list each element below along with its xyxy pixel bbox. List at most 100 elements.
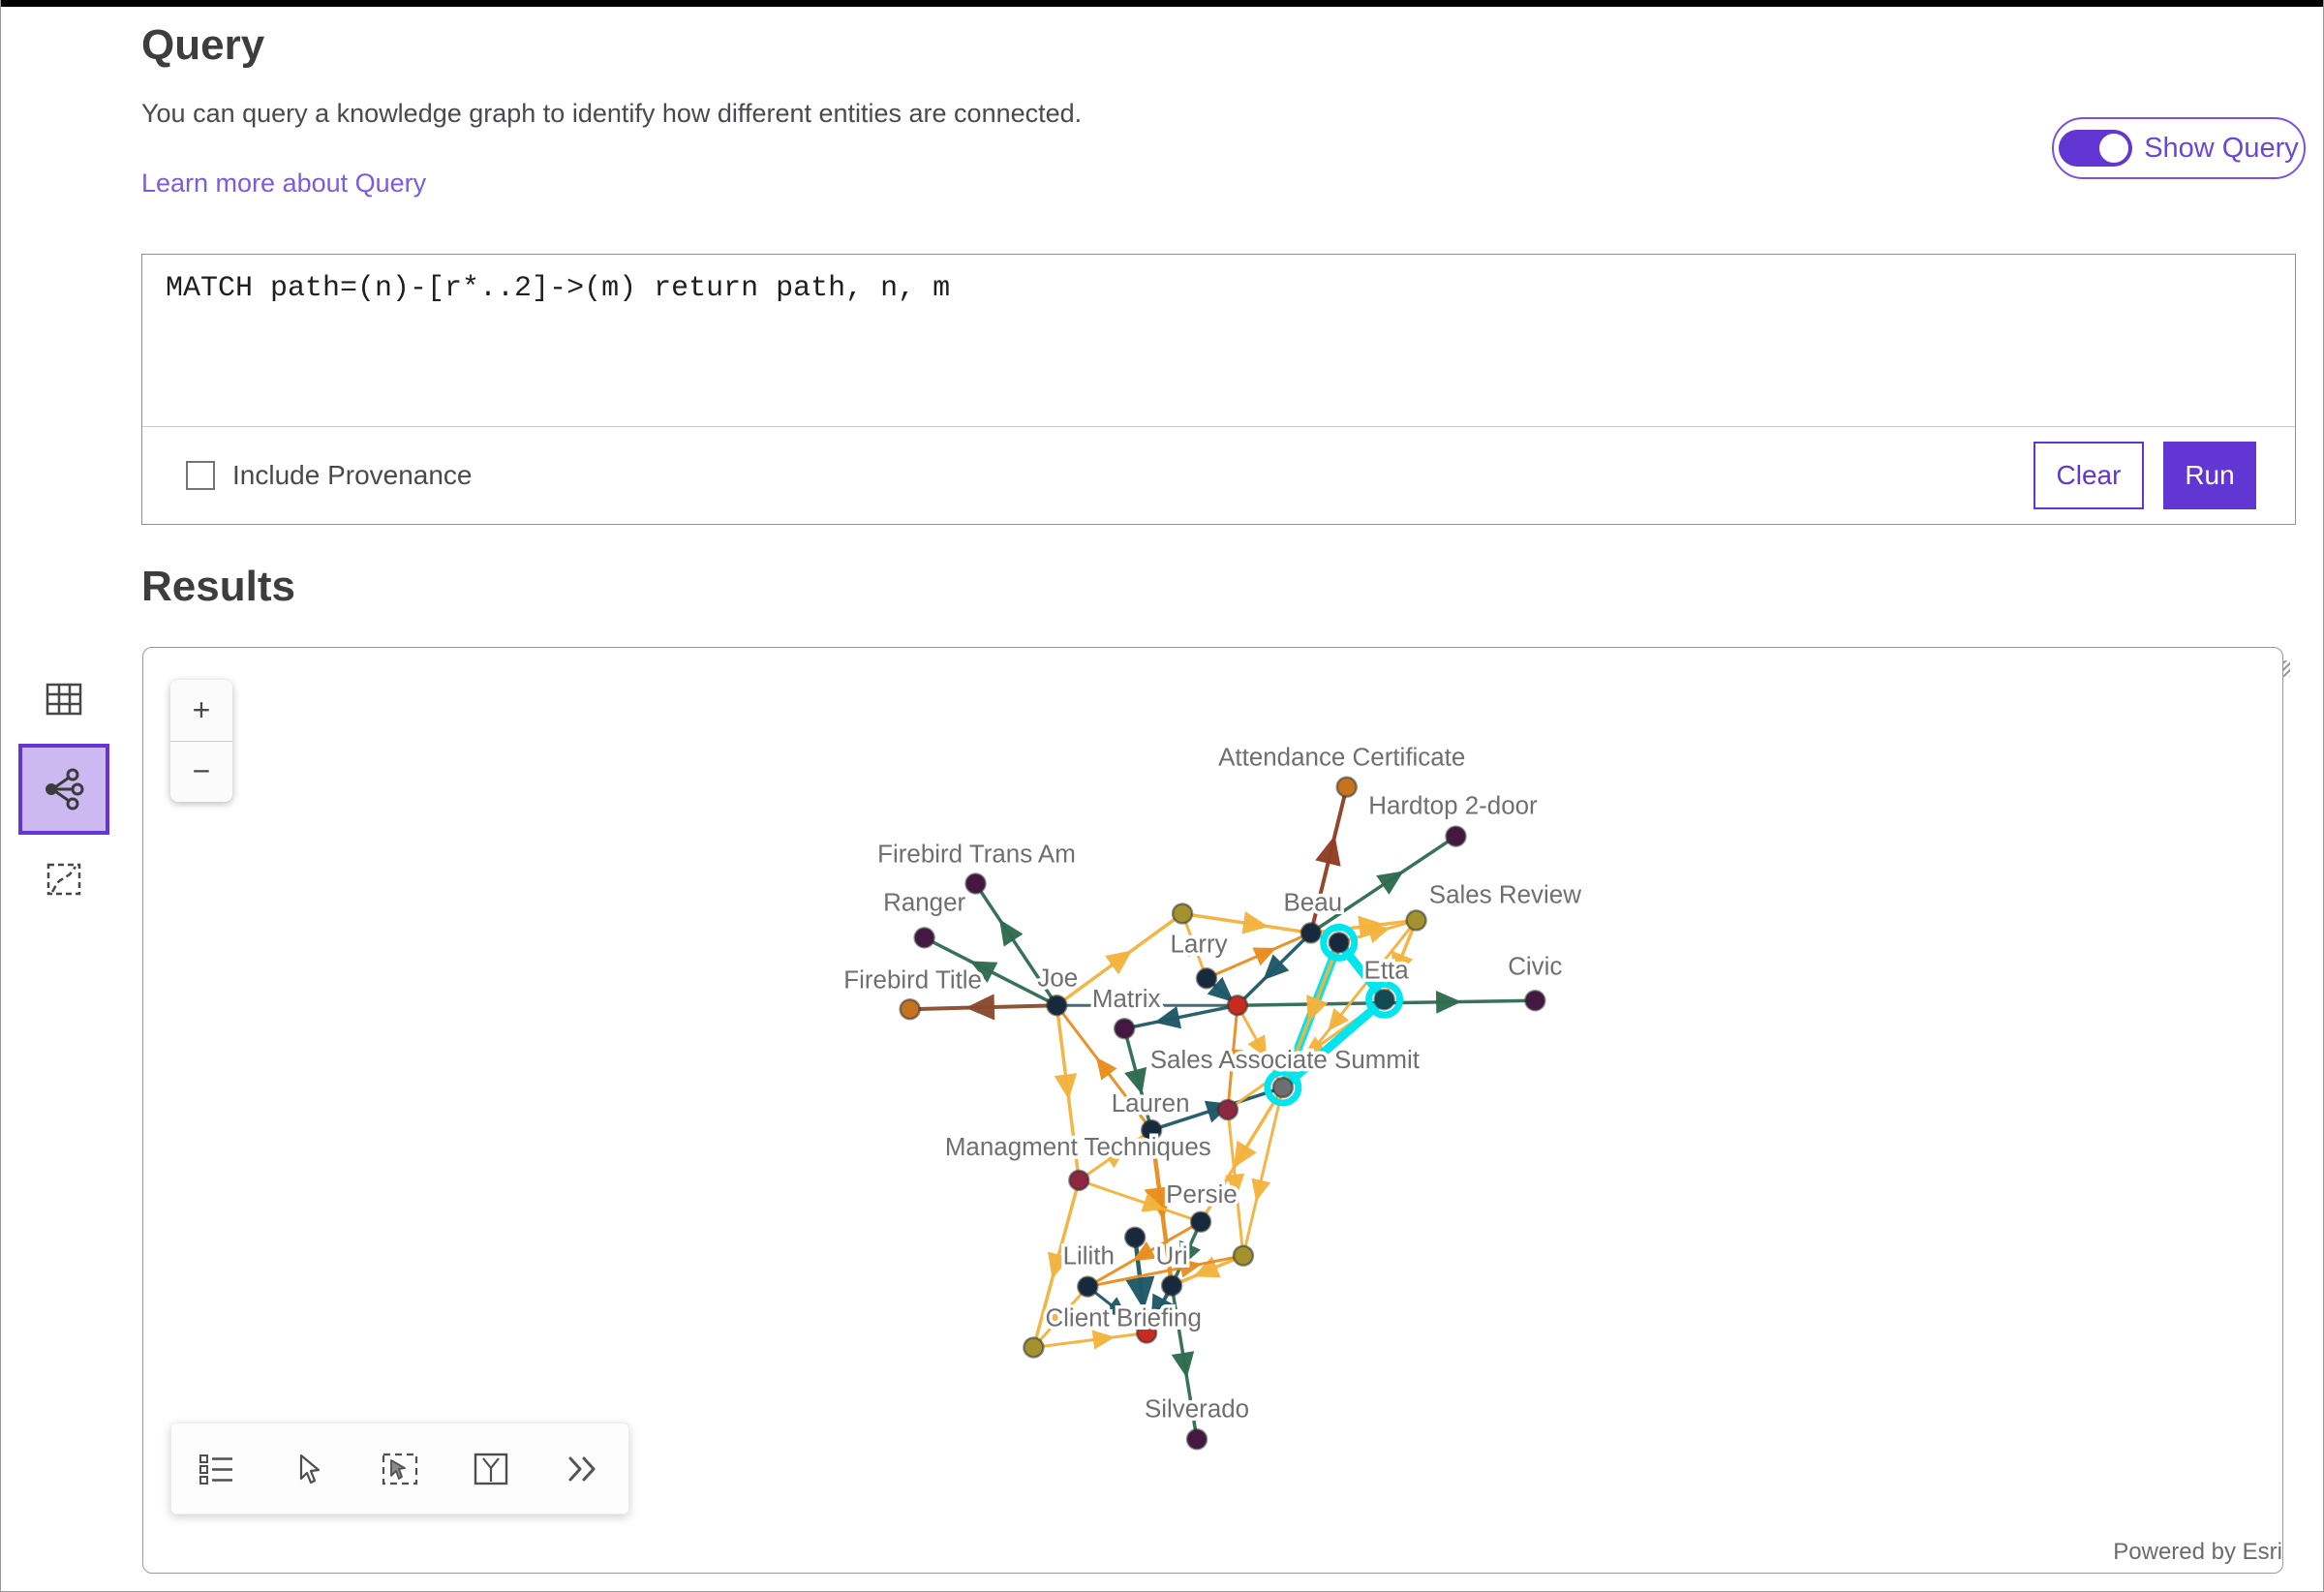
table-icon (46, 683, 82, 716)
more-tools-button[interactable] (554, 1440, 612, 1498)
graph-node-olive1 (1171, 903, 1194, 925)
edge-arrow (1105, 950, 1133, 975)
show-query-toggle[interactable]: Show Query (2052, 117, 2306, 179)
node-label-srev: Sales Review (1429, 881, 1581, 908)
node-label-etta: Etta (1364, 957, 1410, 984)
edge-arrow (1241, 911, 1269, 934)
polygon-select-icon (474, 1453, 508, 1485)
edge-arrow (1141, 1193, 1165, 1212)
graph-node-uri (1160, 1274, 1183, 1297)
node-label-ftam: Firebird Trans Am (877, 842, 1076, 869)
query-footer: Include Provenance Clear Run (142, 426, 2295, 524)
edge-arrow (1376, 871, 1404, 895)
include-provenance-checkbox[interactable] (186, 461, 215, 490)
rectangle-select-icon (382, 1453, 418, 1485)
edge-arrow (1252, 947, 1277, 966)
include-provenance-label: Include Provenance (232, 460, 473, 490)
edge-arrow (1233, 1140, 1257, 1169)
legend-button[interactable] (188, 1440, 246, 1498)
edge-arrow (1306, 995, 1329, 1023)
graph-node-silv (1185, 1428, 1208, 1451)
node-label-joe: Joe (1037, 964, 1078, 992)
graph-node-lilith (1077, 1275, 1099, 1298)
node-label-persie: Persie (1166, 1181, 1238, 1209)
tab-link-chart-view[interactable] (18, 744, 109, 835)
graph-edge (1077, 1179, 1203, 1224)
graph-edge (1281, 918, 1419, 1089)
tab-map-view[interactable] (18, 834, 109, 925)
query-input[interactable]: MATCH path=(n)-[r*..2]->(m) return path,… (142, 255, 2295, 425)
graph-node-red1 (1226, 995, 1249, 1017)
toggle-switch-icon[interactable] (2059, 130, 2133, 167)
edge-arrow (1132, 1241, 1157, 1262)
edge-arrow (1124, 1066, 1147, 1095)
highlight-ring (1365, 980, 1404, 1019)
learn-more-link[interactable]: Learn more about Query (141, 168, 427, 198)
graph-node-persie (1189, 1210, 1212, 1233)
edge-arrow (1251, 1178, 1271, 1202)
select-rectangle-button[interactable] (371, 1440, 429, 1498)
graph-edge (973, 881, 1059, 1007)
legend-icon (199, 1454, 233, 1485)
edge-arrow (969, 961, 998, 983)
pointer-icon (299, 1454, 320, 1484)
select-pointer-button[interactable] (280, 1440, 338, 1498)
edge-arrow (1104, 1297, 1128, 1319)
graph-node-mgmt (1068, 1169, 1090, 1192)
edge-arrow (1095, 1056, 1117, 1081)
node-label-ranger: Ranger (883, 889, 965, 916)
node-label-lauren: Lauren (1112, 1090, 1190, 1117)
edge-arrow (1048, 1306, 1070, 1331)
node-label-larry: Larry (1170, 931, 1227, 958)
graph-node-hardtop (1445, 825, 1467, 847)
node-label-lilith: Lilith (1063, 1243, 1115, 1271)
zoom-out-button[interactable]: − (192, 753, 211, 789)
node-label-matrix: Matrix (1092, 986, 1161, 1013)
graph-node-cbrief (1135, 1322, 1158, 1344)
graph-node-summit (1271, 1076, 1295, 1099)
graph-node-ftitle (899, 997, 921, 1021)
tab-table-view[interactable] (18, 654, 109, 745)
page-title: Query (141, 21, 265, 69)
node-label-cbrief: Client Briefing (1045, 1305, 1201, 1332)
edge-arrow (1150, 1293, 1177, 1326)
edge-arrow (1091, 1330, 1116, 1350)
edge-arrow (1366, 924, 1391, 944)
edge-arrow (1224, 1173, 1245, 1197)
edge-arrow (1125, 1275, 1155, 1310)
node-label-mgmt: Managment Techniques (945, 1134, 1211, 1161)
edge-arrow (1328, 1007, 1350, 1031)
graph-edge (1031, 1332, 1148, 1349)
query-editor-box: MATCH path=(n)-[r*..2]->(m) return path,… (141, 254, 2296, 677)
graph-node-maroon1 (1216, 1098, 1239, 1121)
edge-arrow (1187, 933, 1208, 958)
graph-node-srev (1405, 909, 1427, 932)
show-query-label: Show Query (2144, 132, 2299, 164)
graph-node-olive2 (1232, 1244, 1255, 1267)
select-polygon-button[interactable] (462, 1440, 520, 1498)
clear-button[interactable]: Clear (2034, 442, 2144, 509)
knowledge-graph-canvas[interactable]: Attendance Certificate Hardtop 2-door Fire… (143, 648, 2282, 1573)
node-label-hardtop: Hardtop 2-door (1368, 793, 1538, 820)
run-button[interactable]: Run (2163, 442, 2256, 509)
graph-edge (1241, 1086, 1285, 1258)
node-label-beau: Beau (1283, 889, 1342, 916)
powered-by-esri: Powered by Esri (2113, 1539, 2282, 1565)
zoom-in-button[interactable]: + (170, 680, 232, 742)
graph-node-lauren (1140, 1118, 1163, 1142)
edge-arrow (1435, 991, 1462, 1014)
edge-arrow (1047, 1251, 1070, 1279)
edge-arrow (1171, 1351, 1195, 1378)
window-top-bar (1, 0, 2323, 7)
node-label-civic: Civic (1508, 953, 1562, 980)
edge-arrow (1315, 835, 1341, 867)
edge-arrow (1207, 976, 1235, 1002)
edge-arrow (964, 994, 995, 1021)
node-label-uri: Uri (1156, 1243, 1188, 1271)
edge-arrow (999, 919, 1024, 947)
node-label-summit: Sales Associate Summit (1150, 1047, 1421, 1074)
graph-node-larry (1195, 967, 1218, 990)
graph-node-n1 (1123, 1226, 1147, 1248)
graph-node-joe (1046, 995, 1068, 1017)
